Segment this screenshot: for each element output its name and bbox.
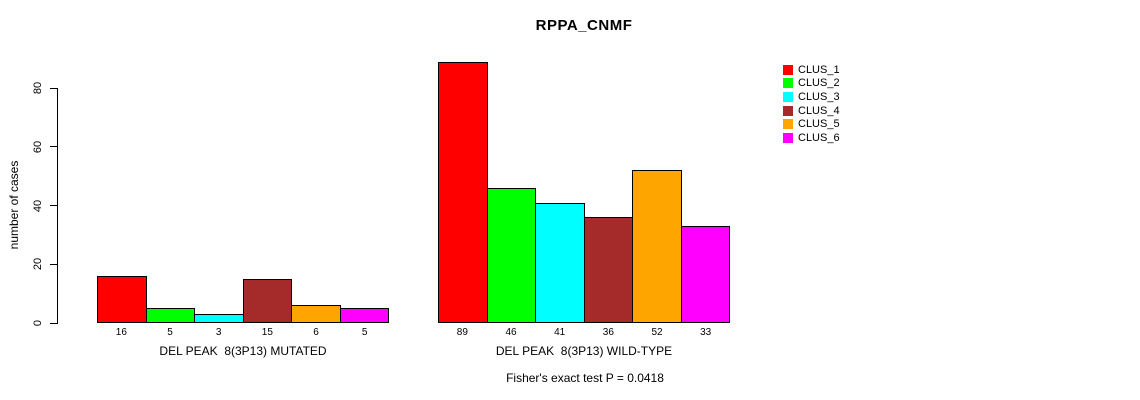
bar-clus_4 xyxy=(583,217,633,323)
bar-clus_2 xyxy=(145,308,195,323)
legend-item: CLUS_4 xyxy=(783,104,840,118)
bar-clus_2 xyxy=(486,188,536,323)
legend-item: CLUS_1 xyxy=(783,63,840,77)
y-tick-label: 60 xyxy=(32,140,44,153)
bar-group-mutated xyxy=(97,0,389,323)
bar-values-mutated: 16 5 3 15 6 5 xyxy=(97,327,389,338)
bar-clus_6 xyxy=(339,308,389,323)
legend-label: CLUS_4 xyxy=(798,104,840,117)
x-axis-label-wildtype: DEL PEAK 8(3P13) WILD-TYPE xyxy=(495,344,673,358)
x-axis-label-mutated: DEL PEAK 8(3P13) MUTATED xyxy=(159,344,327,358)
bar-value-label: 89 xyxy=(456,327,468,338)
legend-label: CLUS_3 xyxy=(798,90,840,103)
bar-value-label: 5 xyxy=(167,327,173,338)
bar-value-label: 15 xyxy=(261,327,273,338)
y-tick-mark xyxy=(50,263,57,265)
y-axis-title: number of cases xyxy=(7,160,21,250)
bar-clus_3 xyxy=(535,203,585,323)
bar-value-label: 36 xyxy=(602,327,614,338)
y-axis-line xyxy=(57,88,58,324)
legend-swatch xyxy=(783,64,793,75)
bar-value-label: 5 xyxy=(361,327,368,338)
bar-value-label: 41 xyxy=(554,327,566,338)
bar-clus_6 xyxy=(680,226,730,323)
bar-value-label: 46 xyxy=(505,327,517,338)
bar-clus_5 xyxy=(632,170,682,323)
bar-value-label: 16 xyxy=(115,327,127,338)
legend-label: CLUS_1 xyxy=(798,63,840,76)
y-tick-label: 20 xyxy=(32,258,44,271)
bar-clus_5 xyxy=(291,305,341,323)
bar-value-label: 3 xyxy=(215,327,222,338)
bar-values-wildtype: 89 46 41 36 52 33 xyxy=(438,327,730,338)
legend-label: CLUS_5 xyxy=(798,118,840,131)
chart-title: RPPA_CNMF xyxy=(535,17,633,34)
legend-swatch xyxy=(783,78,793,89)
y-tick-mark xyxy=(50,205,57,206)
y-tick-label: 80 xyxy=(32,81,44,95)
legend-item: CLUS_5 xyxy=(783,117,840,131)
bar-value-label: 6 xyxy=(313,327,319,338)
legend-swatch xyxy=(783,91,793,102)
legend-label: CLUS_6 xyxy=(798,131,840,144)
bar-value-label: 52 xyxy=(651,327,663,338)
legend-swatch xyxy=(783,105,793,116)
legend-swatch xyxy=(783,119,793,130)
legend-label: CLUS_2 xyxy=(798,77,840,90)
y-tick-mark xyxy=(50,87,57,89)
y-tick-label: 40 xyxy=(32,199,44,212)
legend-item: CLUS_2 xyxy=(783,77,840,91)
legend-item: CLUS_3 xyxy=(783,90,840,104)
y-tick-mark xyxy=(50,146,57,148)
bar-clus_3 xyxy=(194,314,244,323)
y-tick-label: 0 xyxy=(32,319,44,327)
legend: CLUS_1 CLUS_2 CLUS_3 CLUS_4 CLUS_5 CLUS_6 xyxy=(783,63,840,145)
legend-item: CLUS_6 xyxy=(783,131,840,145)
bar-value-label: 33 xyxy=(700,327,712,338)
bar-group-wildtype xyxy=(438,0,730,323)
bar-clus_4 xyxy=(242,279,292,323)
bar-clus_1 xyxy=(97,276,147,323)
footnote-fisher-test: Fisher's exact test P = 0.0418 xyxy=(506,371,664,385)
bar-clus_1 xyxy=(438,62,488,323)
y-tick-mark xyxy=(50,322,57,324)
legend-swatch xyxy=(783,132,793,143)
